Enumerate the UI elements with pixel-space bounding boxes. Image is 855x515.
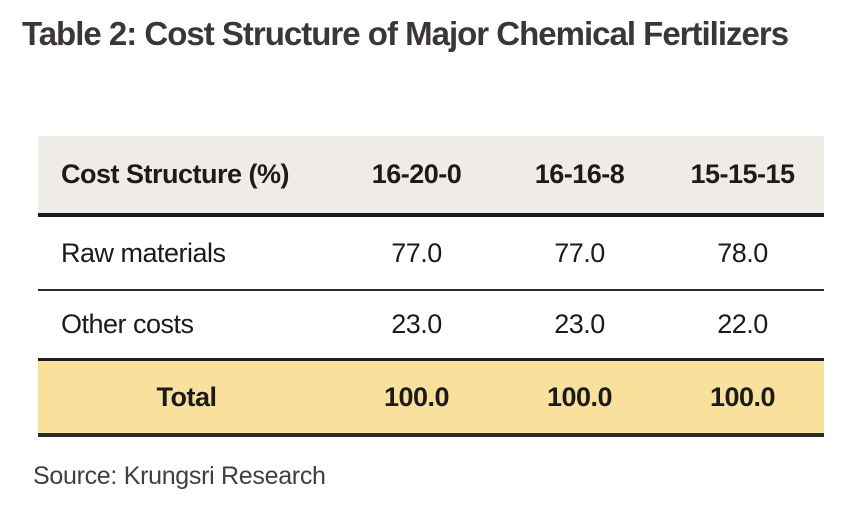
other-costs-value-15-15-15: 22.0	[717, 309, 768, 339]
other-costs-value-16-16-8: 23.0	[554, 309, 605, 339]
header-col-15-15-15: 15-15-15	[690, 159, 795, 189]
row-label-other-costs: Other costs	[61, 309, 194, 339]
table-row-raw-materials: Raw materials 77.0 77.0 78.0	[38, 217, 824, 291]
total-value-16-20-0: 100.0	[383, 381, 450, 412]
table-total-row: Total 100.0 100.0 100.0	[38, 361, 824, 437]
table-title: Table 2: Cost Structure of Major Chemica…	[22, 15, 789, 52]
source-note: Source: Krungsri Research	[33, 462, 326, 490]
other-costs-value-16-20-0: 23.0	[391, 309, 442, 339]
table-row-other-costs: Other costs 23.0 23.0 22.0	[38, 291, 824, 361]
total-value-15-15-15: 100.0	[709, 381, 776, 412]
header-col-16-16-8: 16-16-8	[534, 159, 625, 189]
header-col-16-20-0: 16-20-0	[371, 159, 462, 189]
raw-materials-value-16-16-8: 77.0	[554, 237, 605, 268]
table-header-row: Cost Structure (%) 16-20-0 16-16-8 15-15…	[38, 136, 824, 217]
row-label-raw-materials: Raw materials	[61, 237, 226, 268]
raw-materials-value-16-20-0: 77.0	[391, 237, 442, 268]
header-label-cost-structure: Cost Structure (%)	[61, 159, 290, 189]
row-label-total: Total	[156, 381, 218, 412]
cost-structure-table: Cost Structure (%) 16-20-0 16-16-8 15-15…	[38, 136, 824, 437]
total-value-16-16-8: 100.0	[546, 381, 613, 412]
raw-materials-value-15-15-15: 78.0	[717, 237, 768, 268]
